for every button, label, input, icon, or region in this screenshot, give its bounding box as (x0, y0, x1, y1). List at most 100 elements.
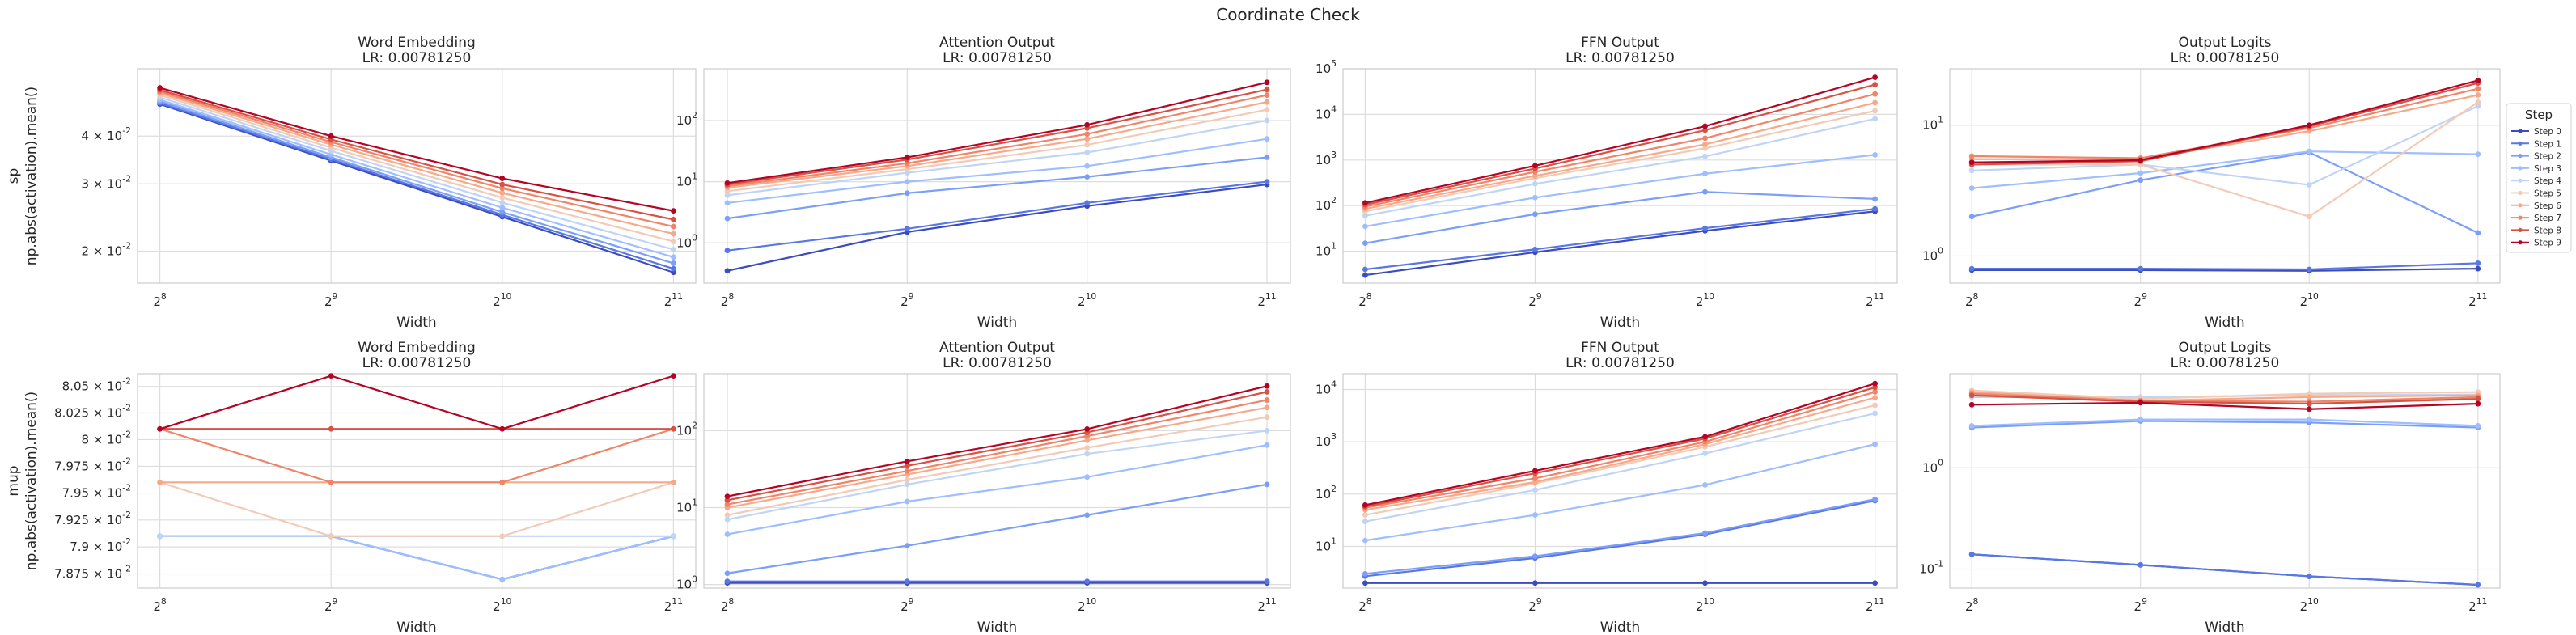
data-point (1362, 213, 1368, 219)
data-point (904, 226, 910, 232)
data-point (1264, 99, 1270, 105)
data-point (499, 533, 506, 540)
data-point (1872, 496, 1879, 502)
data-point (328, 373, 334, 379)
data-point (328, 425, 334, 432)
data-point (724, 268, 731, 274)
legend-entry: Step 4 (2534, 176, 2561, 186)
series-line-step-3 (727, 444, 1268, 536)
y-tick-label: 101 (676, 171, 697, 189)
series-line-step-8 (1972, 394, 2478, 405)
legend-title: Step (2525, 108, 2553, 122)
data-point (1264, 397, 1270, 403)
data-point (1872, 116, 1879, 122)
data-point (2475, 400, 2481, 407)
series-line-step-7 (1365, 391, 1875, 509)
data-point (671, 216, 676, 222)
data-point (1532, 468, 1538, 474)
data-point (904, 179, 910, 184)
data-point (2306, 574, 2312, 579)
data-point (904, 578, 910, 585)
legend-marker (2518, 203, 2523, 208)
data-point (1872, 108, 1879, 114)
data-point (1532, 194, 1538, 201)
data-point (1702, 580, 1708, 586)
y-tick-label: 100 (1922, 245, 1943, 263)
data-point (1264, 383, 1270, 389)
data-point (1968, 265, 1975, 272)
data-point (1872, 99, 1879, 106)
legend-entry: Step 7 (2534, 214, 2561, 223)
y-tick-label: 2 × 10-2 (81, 241, 131, 259)
x-tick-label: 211 (664, 596, 683, 614)
data-point (1264, 92, 1270, 98)
subplot-title: FFN Output (1581, 35, 1659, 51)
subplot-subtitle: LR: 0.00781250 (1566, 355, 1675, 371)
data-point (2306, 400, 2312, 407)
data-point (1532, 487, 1538, 493)
data-point (1084, 445, 1091, 451)
series-line-step-2 (727, 483, 1268, 574)
data-point (2306, 148, 2312, 155)
data-point (1084, 512, 1091, 519)
data-point (157, 533, 163, 540)
y-tick-label: 104 (1316, 379, 1337, 396)
series-line-step-8 (1365, 83, 1875, 206)
legend-marker (2518, 227, 2523, 232)
data-point (2306, 122, 2312, 129)
y-tick-label: 102 (676, 420, 697, 438)
series-line-step-3 (1365, 154, 1875, 227)
series-line-step-6 (1365, 396, 1875, 511)
x-axis-label: Width (396, 620, 436, 635)
series-line-step-9 (727, 385, 1268, 497)
series-line-step-3 (1972, 150, 2478, 189)
data-point (1532, 211, 1538, 218)
data-point (2137, 170, 2144, 176)
data-point (1702, 225, 1708, 231)
data-point (499, 209, 506, 215)
y-tick-label: 3 × 10-2 (81, 173, 131, 191)
data-point (671, 239, 676, 244)
data-point (2475, 423, 2481, 429)
series-line-step-9 (1365, 76, 1875, 204)
x-axis-label: Width (2205, 620, 2244, 635)
series-line-step-2 (1972, 420, 2478, 429)
legend: Step Step 0 Step 1 Step 2 Step 3 Step 4 Step 5… (2506, 103, 2572, 253)
legend-entry: Step 1 (2534, 139, 2561, 149)
data-point (2475, 582, 2481, 588)
x-tick-label: 29 (1528, 291, 1542, 309)
data-point (1084, 451, 1091, 457)
data-point (1872, 380, 1879, 387)
data-point (1702, 142, 1708, 147)
data-point (1532, 580, 1538, 586)
legend-entry: Step 5 (2534, 189, 2561, 199)
series-line-step-8 (159, 89, 674, 221)
y-tick-label: 7.925 × 10-2 (54, 510, 131, 527)
data-point (904, 155, 910, 160)
data-point (1872, 82, 1879, 87)
x-axis-label: Width (977, 620, 1017, 635)
data-point (1968, 551, 1975, 557)
plot-frame (137, 68, 697, 284)
legend-marker (2518, 141, 2523, 146)
x-tick-label: 211 (1257, 596, 1276, 614)
x-tick-label: 210 (2300, 596, 2319, 614)
data-point (1532, 172, 1538, 179)
data-point (1872, 205, 1879, 212)
data-point (2306, 406, 2312, 413)
data-point (499, 181, 506, 188)
series-line-step-1 (1972, 553, 2478, 586)
x-tick-label: 28 (153, 291, 167, 309)
data-point (1968, 153, 1975, 159)
y-tick-label: 101 (1316, 536, 1337, 554)
series-line-step-7 (727, 399, 1268, 506)
y-tick-label: 8.025 × 10-2 (54, 403, 131, 421)
data-point (1872, 402, 1879, 409)
data-point (2306, 214, 2312, 220)
x-tick-label: 210 (1696, 596, 1714, 614)
series-line-step-1 (1972, 262, 2478, 271)
data-point (1872, 384, 1879, 391)
data-point (499, 576, 506, 582)
